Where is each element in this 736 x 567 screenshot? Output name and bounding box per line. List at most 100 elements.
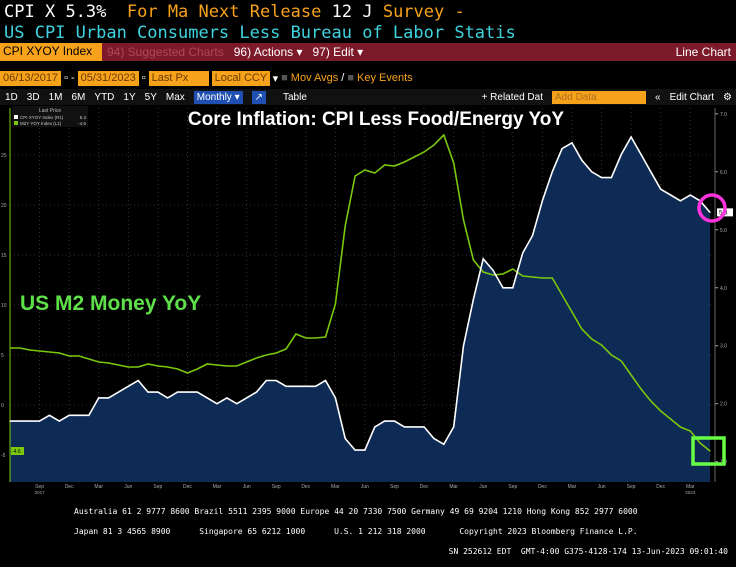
start-date-input[interactable]: 06/13/2017 — [0, 70, 62, 86]
related-data-button[interactable]: + Related Dat — [481, 91, 543, 103]
cpi-point — [127, 385, 129, 387]
cpi-point — [354, 449, 356, 451]
edit-menu[interactable]: 97) Edit ▾ — [312, 45, 364, 59]
key-events-toggle[interactable]: Key Events — [357, 72, 413, 84]
m2-point — [177, 368, 179, 370]
m2-point — [709, 450, 711, 452]
period-1y[interactable]: 1Y — [123, 91, 136, 103]
cpi-area-fill — [10, 137, 710, 482]
m2-point — [610, 354, 613, 356]
m2-point — [374, 172, 376, 174]
cpi-point — [581, 159, 583, 161]
x-tick-label: Jun — [598, 484, 606, 490]
period-bar: 1D 3D 1M 6M YTD 1Y 5Y Max Monthly ▾ ↗ Ta… — [0, 89, 736, 105]
cpi-point — [640, 153, 642, 155]
footer: Australia 61 2 9777 8600 Brazil 5511 239… — [0, 497, 736, 567]
suggested-charts-button[interactable]: 94) Suggested Charts — [107, 45, 224, 59]
cpi-point — [462, 345, 465, 347]
m2-point — [255, 357, 258, 359]
security-input[interactable]: CPI XYOY Index — [0, 43, 102, 61]
m2-point — [167, 366, 169, 368]
line-chart-icon[interactable]: ↗ — [251, 90, 266, 104]
table-button[interactable]: Table — [282, 91, 307, 103]
x-tick-label: Jun — [243, 484, 251, 490]
period-max[interactable]: Max — [165, 91, 185, 103]
m2-point — [512, 268, 514, 270]
period-1d[interactable]: 1D — [5, 91, 18, 103]
cpi-point — [709, 211, 711, 213]
frequency-select[interactable]: Monthly ▾ — [193, 90, 243, 104]
m2-point — [226, 365, 228, 367]
x-tick-label: Dec — [656, 484, 665, 490]
cpi-point — [78, 414, 80, 416]
x-tick-label: Mar — [568, 484, 577, 490]
left-tick-label: 0 — [1, 403, 4, 409]
m2-point — [334, 303, 336, 305]
cpi-point — [236, 403, 238, 405]
cpi-point — [600, 176, 603, 179]
cpi-point — [324, 379, 327, 382]
x-tick-label: Dec — [420, 484, 429, 490]
edit-chart-button[interactable]: Edit Chart — [669, 91, 715, 103]
cpi-point — [531, 234, 534, 237]
period-6m[interactable]: 6M — [71, 91, 86, 103]
cpi-point — [157, 391, 159, 393]
cpi-point — [443, 443, 445, 445]
mov-avgs-toggle[interactable]: Mov Avgs — [290, 72, 339, 84]
checkbox-icon[interactable]: ■ — [281, 72, 288, 84]
cpi-point — [384, 420, 386, 422]
currency-select[interactable]: Local CCY — [211, 70, 270, 86]
period-ytd[interactable]: YTD — [94, 91, 115, 103]
cpi-point — [660, 188, 662, 190]
footer-contacts-1: Australia 61 2 9777 8600 Brazil 5511 239… — [74, 507, 638, 516]
collapse-icon[interactable]: « — [655, 91, 661, 103]
left-tick-label: 10 — [1, 303, 7, 309]
m2-point — [68, 355, 70, 357]
m2-point — [600, 344, 603, 346]
x-tick-label: Jun — [361, 484, 369, 490]
actions-menu[interactable]: 96) Actions ▾ — [233, 45, 303, 59]
m2-point — [393, 165, 396, 167]
cpi-point — [374, 426, 376, 428]
next-release-label: Next Release — [198, 2, 322, 22]
end-date-input[interactable]: 05/31/2023 — [77, 70, 139, 86]
cpi-point — [177, 391, 179, 393]
x-tick-label: Sep — [153, 484, 162, 490]
pencil-icon[interactable]: / — [341, 72, 345, 84]
gear-icon[interactable]: ⚙ — [723, 91, 732, 103]
range-controls: 06/13/2017 ▫ - 05/31/2023 ▫ Last Px Local C… — [0, 70, 413, 86]
calendar-icon[interactable]: ▫ — [141, 72, 146, 84]
cpi-point — [38, 420, 41, 422]
m2-point — [315, 337, 317, 339]
m2-point — [9, 347, 11, 349]
m2-point — [571, 311, 573, 313]
cpi-point — [403, 426, 405, 428]
period-3d[interactable]: 3D — [26, 91, 40, 103]
cpi-point — [522, 252, 524, 254]
cpi-point — [541, 200, 543, 202]
period-1m[interactable]: 1M — [48, 91, 63, 103]
calendar-icon[interactable]: ▫ — [64, 72, 68, 84]
legend-m2: M2Y YOY Index (L1) — [20, 121, 62, 126]
highlight-circle — [697, 193, 727, 223]
m2-point — [127, 366, 129, 368]
checkbox-icon[interactable]: ■ — [347, 72, 355, 84]
right-tick-label: 3.0 — [720, 344, 727, 350]
m2-point — [660, 410, 662, 412]
chevron-down-icon[interactable]: ▾ — [272, 72, 279, 85]
chart-title: Core Inflation: CPI Less Food/Energy YoY — [188, 109, 565, 130]
cpi-point — [9, 420, 11, 422]
m2-point — [689, 430, 691, 432]
cpi-point — [689, 194, 691, 196]
m2-point — [236, 365, 238, 367]
m2-point — [58, 352, 60, 354]
add-data-input[interactable]: Add Data — [552, 90, 646, 104]
m2-point — [216, 364, 218, 366]
cpi-line — [10, 135, 711, 451]
left-tick-label: -5 — [1, 453, 6, 459]
cpi-point — [393, 420, 396, 422]
m2-point — [699, 442, 701, 444]
m2-point — [443, 134, 445, 136]
period-5y[interactable]: 5Y — [144, 91, 157, 103]
field-select[interactable]: Last Px — [148, 70, 209, 86]
